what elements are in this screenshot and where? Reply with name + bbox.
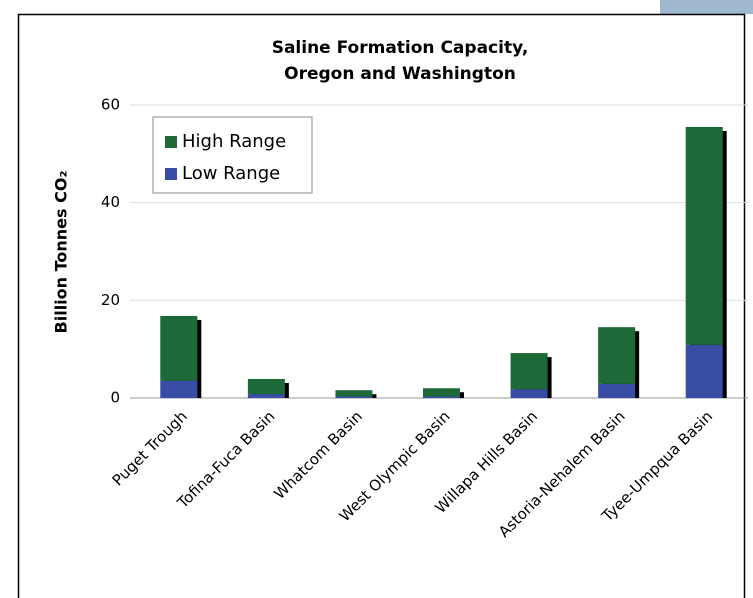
legend-swatch — [165, 136, 177, 148]
chart-title: Oregon and Washington — [284, 64, 516, 84]
y-tick-label: 60 — [101, 96, 120, 114]
legend-label: High Range — [182, 131, 286, 152]
bar-segment — [685, 126, 723, 345]
bar-segment — [160, 380, 198, 398]
bar-segment — [510, 389, 548, 398]
y-tick-label: 40 — [101, 193, 120, 211]
bar-segment — [598, 383, 636, 398]
frame — [17, 13, 746, 598]
bar-segment — [510, 353, 548, 390]
legend-swatch — [165, 168, 177, 180]
legend-label: Low Range — [182, 163, 280, 184]
bar-segment — [423, 396, 460, 398]
y-tick-label: 20 — [101, 291, 120, 309]
bar-segment — [335, 390, 373, 397]
bar-segment — [247, 394, 285, 398]
chart-title: Saline Formation Capacity, — [272, 38, 529, 58]
bar-segment — [160, 315, 198, 381]
bar-segment — [423, 388, 460, 397]
bar-segment — [598, 327, 636, 384]
bar-segment — [685, 344, 723, 398]
y-tick-label: 0 — [110, 389, 120, 407]
legend-box — [152, 116, 313, 194]
bar-segment — [335, 396, 373, 398]
bar-segment — [247, 378, 285, 395]
photo-fragment — [660, 0, 753, 14]
y-axis-label: Billion Tonnes CO₂ — [52, 171, 71, 334]
